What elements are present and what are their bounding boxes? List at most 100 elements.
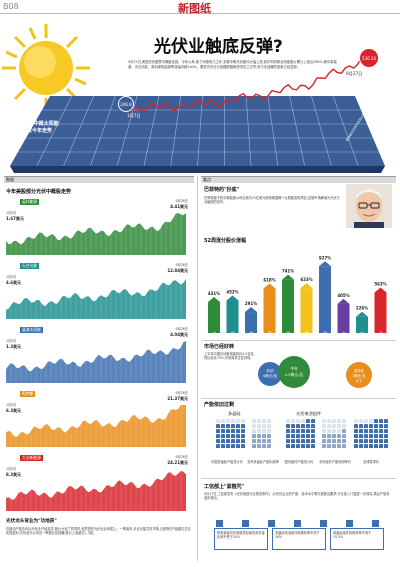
stock-chart: 大全新能源 1月2日 8.3美元 9月26日 24.21美元 — [4, 453, 194, 515]
capacity-icon — [252, 429, 256, 433]
left-footer-title: 光伏龙头背业为"功地获" — [6, 519, 57, 524]
index-bar-value: 618% — [263, 278, 275, 283]
capacity-icon — [286, 439, 290, 443]
capacity-icon — [291, 439, 295, 443]
capacity-icon — [327, 434, 331, 438]
capacity-icon — [342, 429, 346, 433]
capacity-icon — [262, 444, 266, 448]
capacity-icon — [241, 419, 245, 423]
capacity-icon — [311, 419, 315, 423]
capacity-icon — [216, 429, 220, 433]
hero-end-badge: 536.56 — [359, 48, 379, 68]
capacity-icon — [221, 419, 225, 423]
column-divider — [197, 176, 198, 561]
capacity-icon — [379, 419, 383, 423]
capacity-icon — [216, 439, 220, 443]
capacity-icon — [369, 434, 373, 438]
capacity-icon — [216, 444, 220, 448]
stock-area — [6, 467, 186, 511]
capacity-icon — [306, 429, 310, 433]
buffett-portrait — [346, 184, 392, 228]
stock-area — [6, 403, 186, 447]
masthead: 新图纸 — [178, 2, 211, 15]
capacity-icon — [236, 424, 240, 428]
capacity-icon — [311, 434, 315, 438]
capacity-icon — [252, 419, 256, 423]
capacity-icon — [306, 434, 310, 438]
stock-name: 天合光能 — [20, 263, 40, 269]
capacity-icon — [337, 444, 341, 448]
stock-end-date: 9月26日 — [175, 391, 188, 395]
capacity-icon-grid — [252, 419, 271, 448]
index-bar-value: 291% — [245, 301, 257, 306]
capacity-icon — [286, 429, 290, 433]
stock-end-value: 12.84美元 — [167, 268, 188, 273]
capacity-icon — [216, 424, 220, 428]
index-bar — [282, 279, 294, 333]
capacity-icon-grid — [322, 419, 346, 448]
capacity-icon — [241, 434, 245, 438]
capacity-icon — [332, 434, 336, 438]
stock-name: 英利能源 — [20, 199, 40, 205]
market-circle-b: 今年 4.5美元/瓦 — [278, 356, 310, 388]
capacity-icon — [221, 439, 225, 443]
capacity-icon — [379, 444, 383, 448]
capacity-icon — [267, 444, 271, 448]
index-title-1: i美股中概太阳能 — [22, 121, 59, 127]
policy-box-3: 单晶硅组件转换效率不低于15.5% — [330, 528, 384, 550]
capacity-icon — [337, 429, 341, 433]
capacity-icon — [374, 419, 378, 423]
index-bar-arrow — [263, 283, 276, 289]
stock-end-value: 4.41美元 — [170, 204, 188, 209]
stock-start-date: 1月2日 — [6, 339, 17, 343]
hero-end-date: 9月27日 — [346, 71, 363, 76]
capacity-icon — [322, 439, 326, 443]
capacity-icon — [257, 434, 261, 438]
capacity-icon — [306, 419, 310, 423]
capacity-icon — [291, 429, 295, 433]
capacity-icon — [327, 424, 331, 428]
capacity-icon — [267, 434, 271, 438]
capacity-icon — [286, 424, 290, 428]
capacity-icon — [364, 424, 368, 428]
stock-start-date: 1月2日 — [6, 403, 17, 407]
capacity-note: 去年多晶硅产能利用率 — [247, 460, 279, 464]
capacity-icon — [252, 434, 256, 438]
capacity-icon — [306, 444, 310, 448]
capacity-icon-grid — [354, 419, 388, 448]
capacity-icon — [332, 419, 336, 423]
capacity-icon — [306, 424, 310, 428]
headline: 光伏业触底反弹? — [154, 37, 283, 57]
capacity-icon — [301, 439, 305, 443]
index-bar-label: 中电光伏 — [360, 331, 365, 337]
index-bar-arrow — [300, 283, 313, 289]
capacity-icon — [337, 434, 341, 438]
page-label: B08 — [3, 2, 19, 11]
capacity-icon — [364, 444, 368, 448]
stock-name: 阿特斯 — [20, 391, 36, 397]
capacity-icon — [231, 424, 235, 428]
capacity-icon — [337, 419, 341, 423]
capacity-icon — [257, 444, 261, 448]
index-bar — [208, 301, 220, 333]
index-bar-label: 尚德电力 — [378, 331, 383, 337]
capacity-icon — [359, 439, 363, 443]
index-bar-value: 431% — [208, 291, 220, 296]
capacity-icon — [286, 444, 290, 448]
capacity-icon — [236, 439, 240, 443]
policy-text: 9月17日,工信部发布《光伏制造行业规范条件》,对光伏企业的产能、技术水平等方面… — [204, 492, 390, 501]
index-bar-value: 623% — [300, 277, 312, 282]
capacity-icon — [252, 444, 256, 448]
capacity-icon — [226, 439, 230, 443]
capacity-icon — [322, 419, 326, 423]
capacity-icon — [291, 434, 295, 438]
capacity-icon — [267, 419, 271, 423]
policy-rule — [201, 478, 396, 479]
capacity-icon — [231, 439, 235, 443]
policy-boxes-top — [214, 515, 384, 527]
capacity-icon — [241, 444, 245, 448]
solar-panel — [10, 95, 385, 174]
intro-text: 9月25日,美国光伏股票中概股走强。今年以来,除了尚德电力之外,多数中概光伏股均… — [128, 60, 337, 69]
capacity-icon — [374, 439, 378, 443]
market-rule — [201, 340, 396, 341]
